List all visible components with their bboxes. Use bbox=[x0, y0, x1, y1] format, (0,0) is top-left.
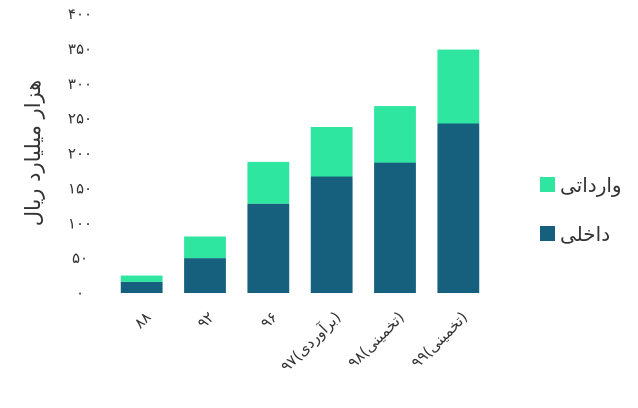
y-tick-label: ۲۵۰ bbox=[68, 110, 92, 128]
bar-domestic-2 bbox=[247, 203, 290, 293]
y-tick-label: ۱۵۰ bbox=[68, 179, 92, 197]
bars bbox=[120, 49, 480, 293]
bar-imported-3 bbox=[310, 126, 353, 177]
y-tick-label: ۰ bbox=[76, 284, 84, 302]
bar-domestic-3 bbox=[310, 176, 353, 293]
bar-domestic-1 bbox=[184, 258, 226, 293]
bar-domestic-0 bbox=[120, 281, 163, 293]
legend: وارداتی داخلی bbox=[540, 173, 622, 246]
y-tick-label: ۴۰۰ bbox=[68, 5, 92, 23]
legend-label-imported: وارداتی bbox=[560, 173, 622, 197]
legend-label-domestic: داخلی bbox=[560, 222, 610, 246]
y-axis-ticks: ۰ ۵۰ ۱۰۰ ۱۵۰ ۲۰۰ ۲۵۰ ۳۰۰ ۳۵۰ ۴۰۰ bbox=[68, 5, 92, 302]
x-tick-label: ۹۹(تخمینی) bbox=[408, 308, 472, 372]
legend-swatch-domestic bbox=[540, 226, 555, 241]
y-tick-label: ۲۰۰ bbox=[68, 145, 92, 163]
y-tick-label: ۳۰۰ bbox=[68, 75, 92, 93]
y-tick-label: ۱۰۰ bbox=[68, 214, 92, 232]
x-tick-label: ۹۸(تخمینی) bbox=[344, 308, 408, 372]
bar-domestic-5 bbox=[437, 123, 480, 293]
bar-imported-2 bbox=[247, 161, 290, 204]
y-tick-label: ۳۵۰ bbox=[68, 40, 92, 58]
bar-imported-4 bbox=[374, 106, 416, 163]
y-tick-label: ۵۰ bbox=[72, 249, 88, 267]
bar-imported-1 bbox=[184, 236, 226, 259]
x-tick-label: ۹۶ bbox=[257, 308, 281, 332]
bar-imported-0 bbox=[120, 275, 163, 282]
y-axis-title: هزار میلیارد ریال bbox=[21, 80, 45, 226]
bar-imported-5 bbox=[437, 49, 480, 124]
x-tick-label: ۹۲ bbox=[194, 308, 218, 332]
legend-swatch-imported bbox=[540, 177, 555, 192]
x-tick-label: ۸۸ bbox=[130, 308, 154, 332]
x-tick-label: ۹۷(برآوردی) bbox=[277, 308, 344, 375]
bar-domestic-4 bbox=[374, 162, 416, 293]
